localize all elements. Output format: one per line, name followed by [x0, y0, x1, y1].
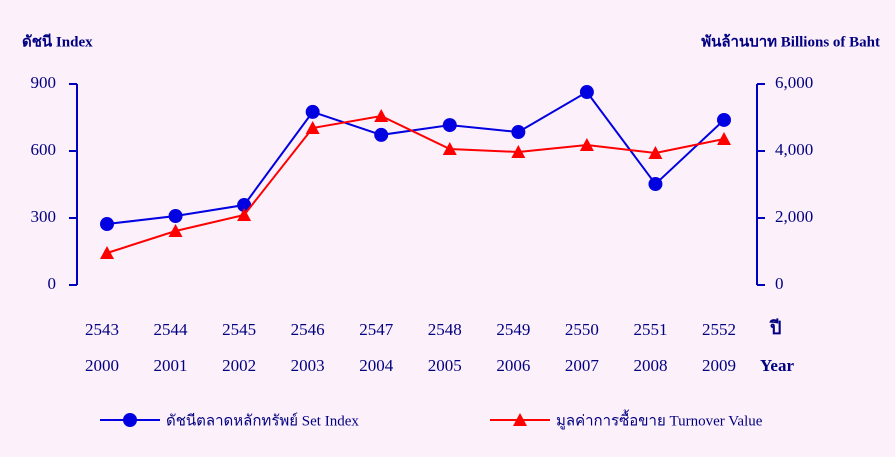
point	[511, 145, 526, 159]
point	[579, 138, 594, 152]
x-tick-label-th: 2548	[428, 320, 462, 339]
point	[374, 127, 389, 142]
y-tick-label: 900	[31, 73, 57, 92]
point	[511, 125, 526, 140]
legend-label: ดัชนีตลาดหลักทรัพย์ Set Index	[166, 412, 359, 429]
y2-tick-label: 4,000	[775, 140, 813, 159]
point	[513, 413, 527, 426]
x-tick-label: 2000	[85, 356, 119, 375]
x-tick-label-th: 2543	[85, 320, 119, 339]
point	[305, 104, 320, 119]
y2-tick-label: 0	[775, 274, 784, 293]
x-tick-label: 2008	[633, 356, 667, 375]
point	[374, 108, 389, 122]
left-axis-label: ดัชนี Index	[22, 33, 93, 50]
series-line	[106, 114, 725, 254]
right-axis-label: พันล้านบาท Billions of Baht	[701, 33, 880, 50]
x-tick-label-th: 2552	[702, 320, 736, 339]
y2-tick-label: 2,000	[775, 207, 813, 226]
x-tick-label-th: 2549	[496, 320, 530, 339]
y-tick-label: 300	[31, 207, 57, 226]
x-tick-label-th: 2547	[359, 320, 394, 339]
y-tick-label: 600	[31, 140, 57, 159]
x-tick-label: 2004	[359, 356, 394, 375]
point	[648, 146, 663, 160]
x-label: Year	[760, 356, 794, 375]
x-tick-label: 2006	[496, 356, 530, 375]
point	[100, 217, 114, 232]
x-tick-label: 2009	[702, 356, 736, 375]
x-tick-label-th: 2544	[154, 320, 189, 339]
point	[237, 198, 252, 213]
point	[442, 141, 457, 155]
point	[305, 120, 320, 134]
x-tick-label: 2001	[154, 356, 188, 375]
point	[168, 223, 183, 237]
x-label-th: ปี	[769, 318, 782, 338]
x-tick-label: 2005	[428, 356, 462, 375]
x-tick-label: 2002	[222, 356, 256, 375]
point	[237, 207, 252, 221]
point	[100, 246, 114, 260]
x-tick-label-th: 2545	[222, 320, 256, 339]
point	[717, 132, 731, 146]
point	[442, 118, 457, 133]
point	[579, 85, 594, 100]
point	[123, 413, 137, 427]
series-line	[106, 90, 725, 226]
legend-label: มูลค่าการซื้อขาย Turnover Value	[556, 409, 763, 429]
x-tick-label-th: 2546	[291, 320, 325, 339]
point	[648, 177, 663, 192]
y2-tick-label: 6,000	[775, 73, 813, 92]
point	[168, 208, 183, 223]
point	[717, 112, 731, 127]
y-tick-label: 0	[48, 274, 57, 293]
x-tick-label: 2007	[565, 356, 600, 375]
x-tick-label-th: 2551	[633, 320, 667, 339]
x-tick-label-th: 2550	[565, 320, 599, 339]
x-tick-label: 2003	[291, 356, 325, 375]
